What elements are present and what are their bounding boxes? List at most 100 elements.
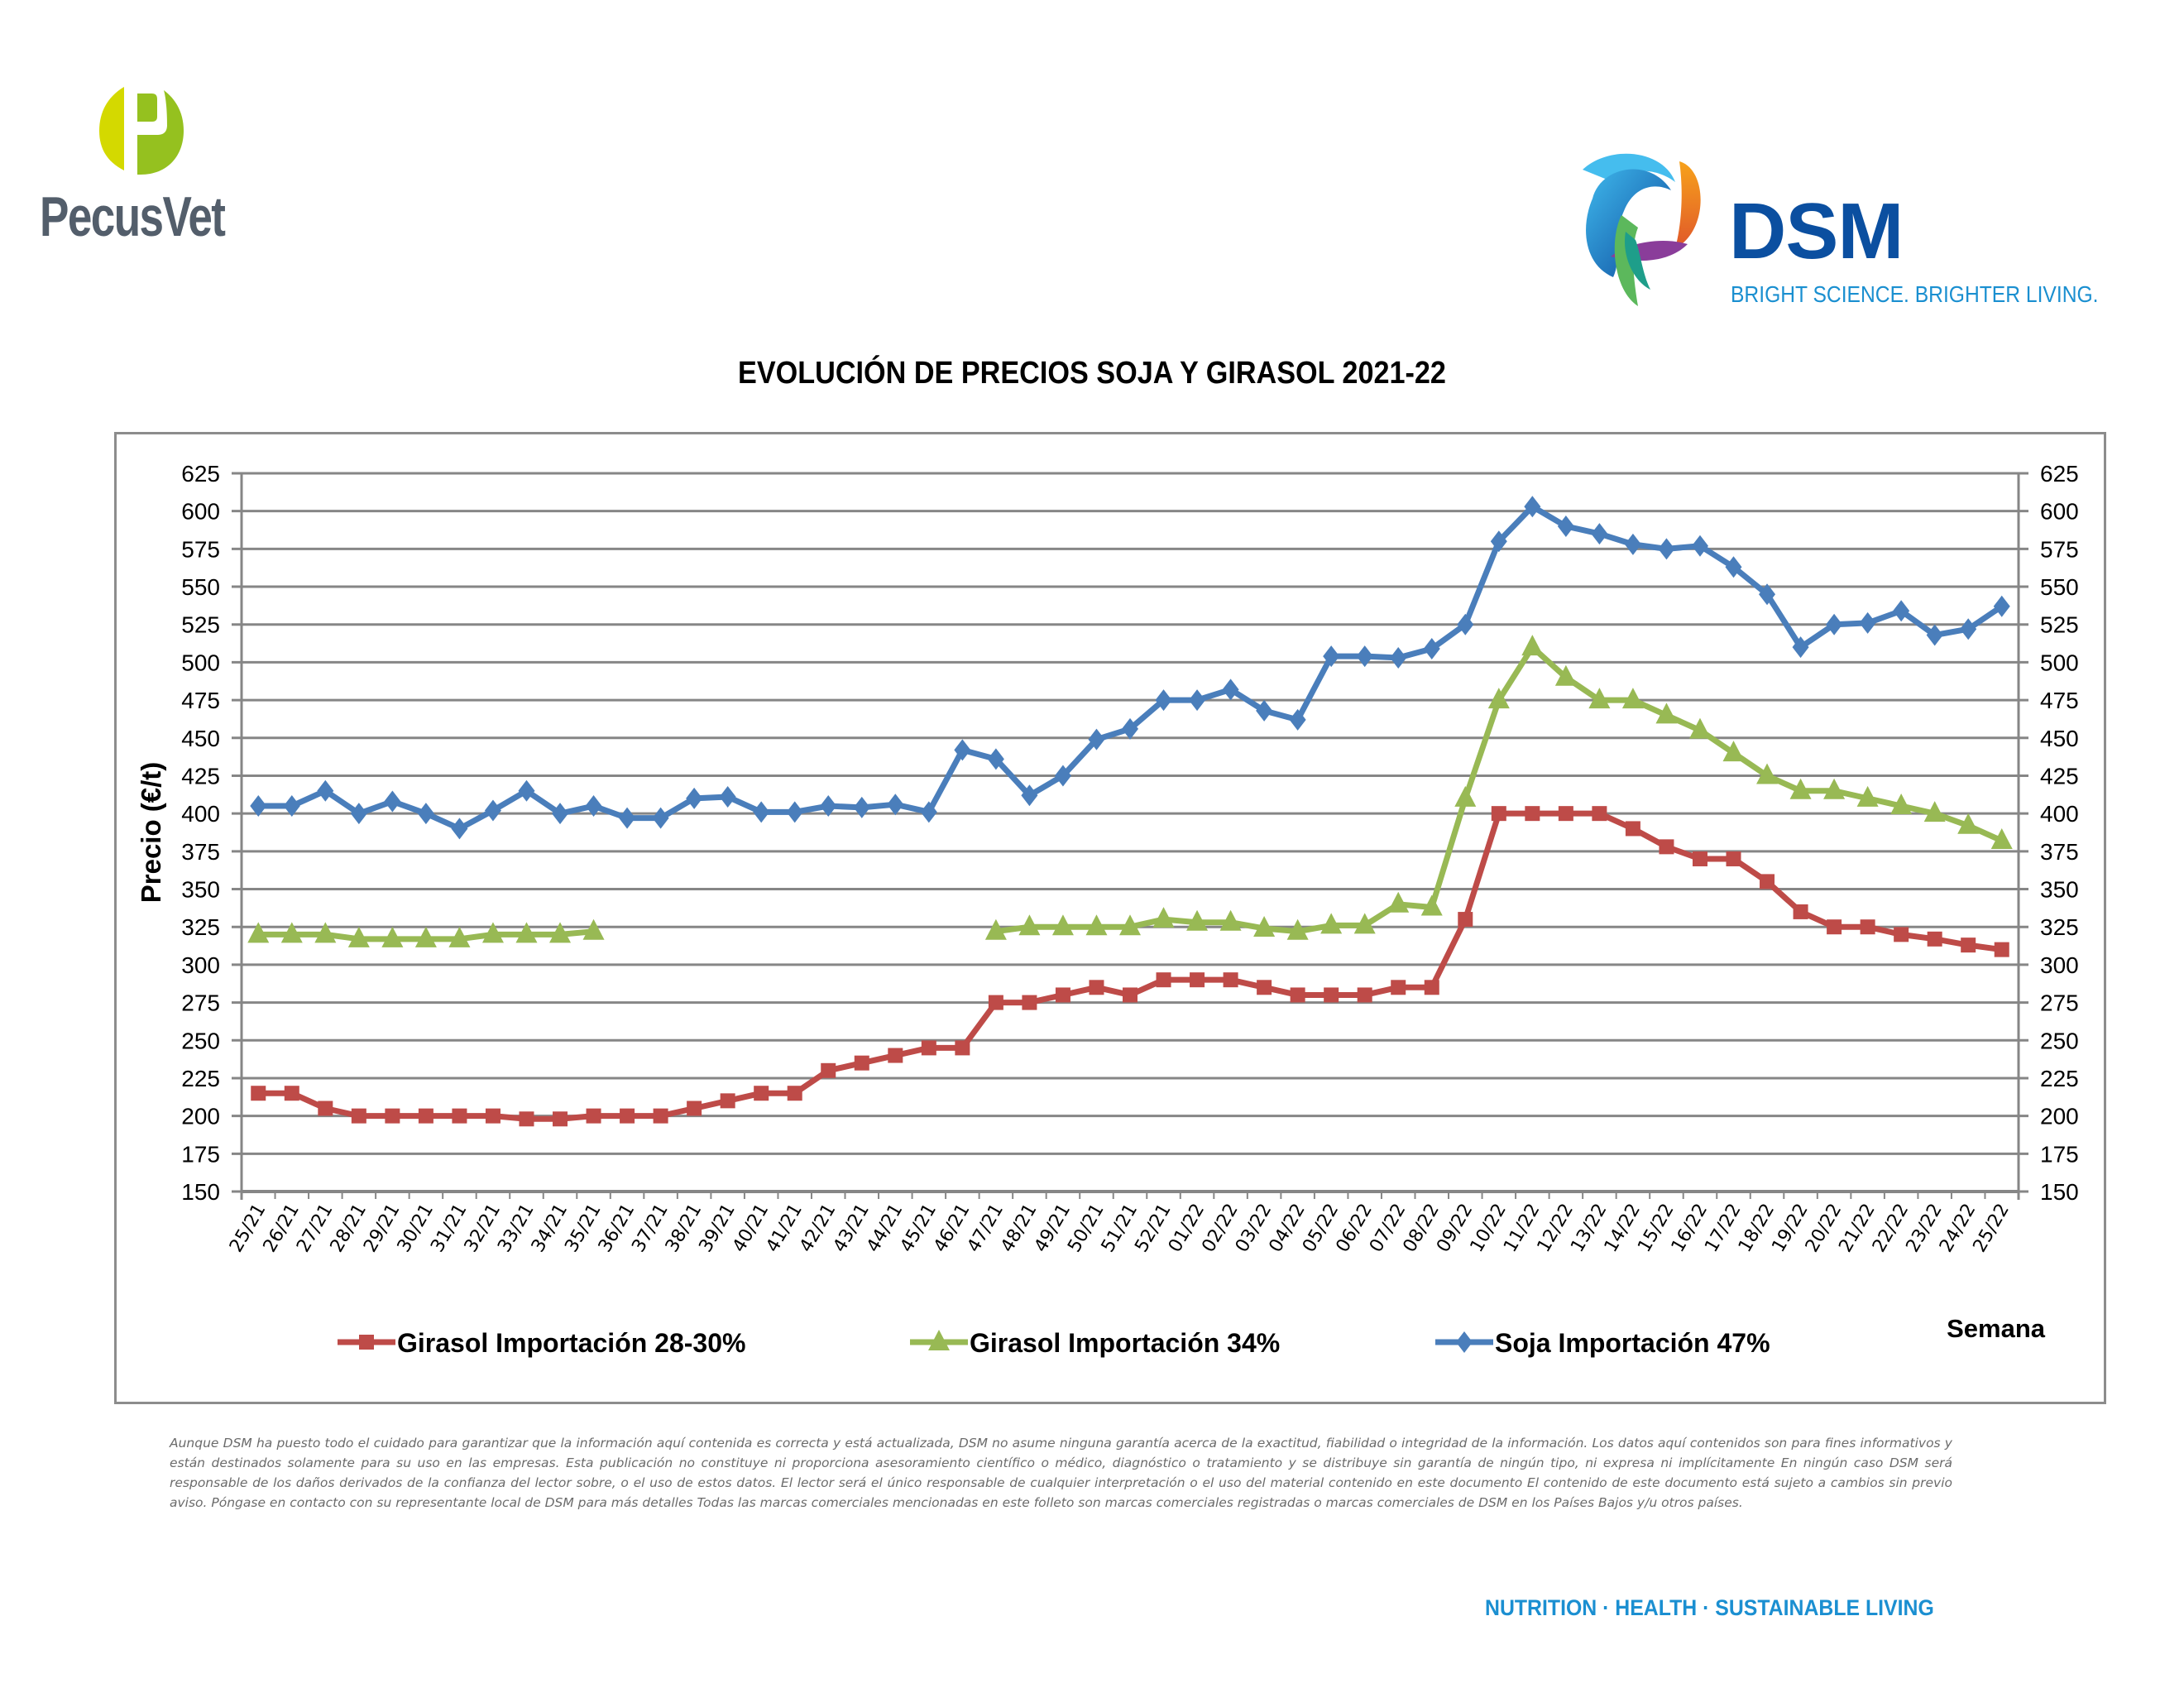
data-point-diamond	[1893, 600, 1910, 622]
data-point-triangle	[1957, 813, 1980, 834]
data-point-triangle	[1487, 688, 1510, 709]
data-point-diamond	[1658, 538, 1675, 560]
chart-frame	[114, 432, 2106, 1404]
data-point-square	[1894, 927, 1909, 942]
data-point-triangle	[247, 922, 270, 943]
data-point-square	[821, 1062, 836, 1078]
legend-label: Soja Importación 47%	[1495, 1328, 1770, 1358]
data-point-triangle	[314, 922, 337, 943]
footer-tagline: NUTRITION · HEALTH · SUSTAINABLE LIVING	[1485, 1595, 1934, 1620]
data-point-triangle	[280, 922, 303, 943]
data-point-diamond	[753, 801, 770, 823]
x-axis-ticks: 25/2126/2127/2128/2129/2130/2131/2132/21…	[226, 1192, 2019, 1256]
data-point-square	[351, 1108, 366, 1124]
data-point-diamond	[1524, 496, 1541, 518]
data-point-square	[1257, 980, 1272, 995]
data-point-diamond	[384, 790, 401, 813]
series-girasol-importaci-n-34-	[247, 635, 2013, 947]
series	[247, 496, 2013, 1127]
data-point-diamond	[1289, 708, 1306, 731]
legend-label: Girasol Importación 34%	[970, 1328, 1280, 1358]
y-tick-label-left: 600	[181, 499, 220, 525]
data-point-triangle	[1152, 907, 1175, 928]
legend-marker-square-icon	[359, 1335, 374, 1350]
data-point-diamond	[1222, 679, 1239, 701]
data-point-square	[251, 1086, 266, 1101]
data-point-triangle	[1688, 717, 1711, 739]
data-point-square	[720, 1093, 735, 1109]
dsm-wordmark: DSM	[1729, 187, 1904, 276]
data-point-square	[284, 1086, 299, 1101]
y-tick-label-left: 450	[181, 726, 220, 751]
data-point-square	[1391, 980, 1406, 995]
data-point-square	[1424, 980, 1439, 995]
data-point-square	[854, 1055, 869, 1071]
data-point-triangle	[1051, 914, 1074, 936]
gridlines	[232, 472, 2028, 1193]
data-point-square	[1491, 806, 1506, 822]
data-point-square	[1827, 919, 1842, 935]
y-tick-label-right: 450	[2040, 726, 2079, 751]
data-point-square	[1961, 938, 1976, 953]
data-point-diamond	[686, 787, 703, 809]
data-point-diamond	[652, 807, 669, 829]
data-point-square	[385, 1108, 400, 1124]
data-point-diamond	[1691, 535, 1708, 557]
series-line	[258, 503, 2004, 832]
series-girasol-importaci-n-28-30-	[251, 806, 2009, 1127]
data-point-diamond	[619, 807, 636, 829]
data-point-diamond	[853, 796, 870, 818]
data-point-diamond	[1390, 646, 1407, 669]
y-tick-label-right: 525	[2040, 612, 2079, 638]
y-tick-label-right: 475	[2040, 688, 2079, 713]
data-point-square	[687, 1101, 702, 1116]
data-point-triangle	[1554, 664, 1577, 686]
data-point-square	[1860, 919, 1875, 935]
data-point-square	[1022, 995, 1037, 1010]
data-point-triangle	[1655, 703, 1678, 724]
y-tick-label-right: 225	[2040, 1066, 2079, 1091]
data-point-diamond	[1356, 645, 1373, 668]
data-point-triangle	[347, 926, 370, 947]
data-point-diamond	[1088, 728, 1105, 750]
data-point-diamond	[1926, 624, 1943, 646]
y-tick-label-left: 250	[181, 1028, 220, 1053]
data-point-triangle	[1253, 916, 1276, 938]
legend: Girasol Importación 28-30% Girasol Import…	[338, 1328, 1770, 1358]
disclaimer-text: Aunque DSM ha puesto todo el cuidado par…	[170, 1436, 1952, 1510]
pecusvet-p-icon	[99, 87, 184, 175]
y-tick-label-left: 350	[181, 877, 220, 903]
y-tick-label-left: 550	[181, 574, 220, 600]
data-point-square	[1458, 912, 1473, 928]
pecusvet-wordmark: PecusVet	[40, 185, 226, 248]
data-point-diamond	[987, 748, 1004, 770]
data-point-diamond	[1759, 583, 1776, 606]
data-point-square	[921, 1040, 936, 1056]
data-point-diamond	[786, 801, 803, 823]
y-tick-label-left: 275	[181, 990, 220, 1016]
chart-title: EVOLUCIÓN DE PRECIOS SOJA Y GIRASOL 2021…	[738, 356, 1446, 391]
data-point-square	[1927, 931, 1942, 947]
data-point-diamond	[417, 803, 434, 825]
data-point-triangle	[1588, 688, 1611, 709]
data-point-square	[754, 1086, 769, 1101]
data-point-diamond	[585, 795, 602, 818]
data-point-diamond	[1323, 645, 1340, 668]
data-point-diamond	[1457, 613, 1474, 635]
data-point-square	[888, 1048, 903, 1063]
y-tick-label-left: 150	[181, 1179, 220, 1205]
data-point-diamond	[317, 779, 334, 802]
y-tick-label-right: 400	[2040, 801, 2079, 827]
data-point-triangle	[1454, 785, 1477, 807]
data-point-square	[1692, 851, 1707, 866]
y-tick-label-right: 425	[2040, 763, 2079, 789]
data-point-triangle	[481, 922, 504, 943]
y-tick-label-right: 375	[2040, 839, 2079, 865]
data-point-diamond	[1021, 784, 1038, 807]
data-point-square	[1190, 972, 1205, 988]
y-axis-left-ticks: 150 175 200 225 250 275 300 325 350 375 400 425 450 4…	[181, 461, 220, 1205]
data-point-triangle	[582, 918, 605, 940]
data-point-square	[1659, 839, 1674, 855]
data-point-diamond	[920, 801, 937, 823]
data-point-diamond	[1859, 611, 1876, 634]
